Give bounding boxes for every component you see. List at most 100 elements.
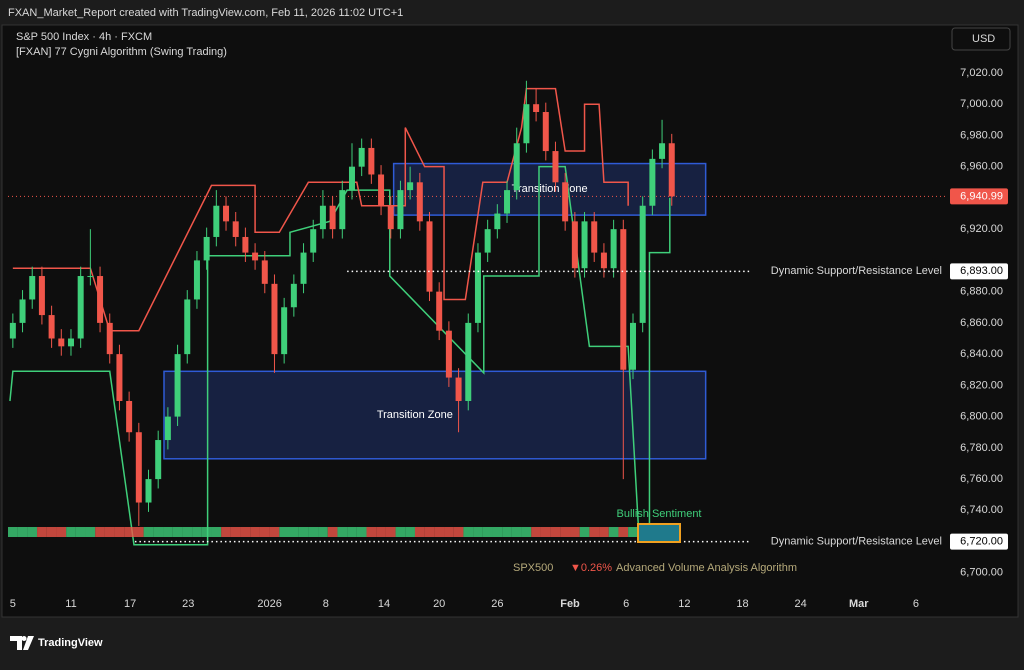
candle-body	[378, 174, 385, 206]
sentiment-strip-segment	[395, 527, 406, 537]
candle-body	[610, 229, 617, 269]
sentiment-strip-segment	[221, 527, 231, 537]
y-tick-label: 6,800.00	[960, 411, 1003, 423]
sentiment-strip-segment	[434, 527, 445, 537]
x-tick-label: 11	[65, 598, 76, 610]
candle-body	[48, 315, 55, 339]
candle-body	[639, 205, 646, 323]
sentiment-strip-segment	[8, 527, 18, 537]
x-tick-label: 18	[736, 598, 748, 610]
candle-body	[484, 229, 491, 253]
candle-body	[174, 354, 181, 417]
y-tick-label: 6,860.00	[960, 317, 1003, 329]
x-tick-label: 2026	[257, 598, 281, 610]
x-tick-label: 12	[678, 598, 690, 610]
candle-body	[348, 166, 355, 191]
candle-body	[387, 205, 394, 230]
y-tick-label: 6,700.00	[960, 567, 1003, 579]
currency-button[interactable]	[951, 27, 1011, 51]
sentiment-strip-segment	[521, 527, 532, 537]
sentiment-strip-segment	[269, 527, 280, 537]
sentiment-strip-segment	[308, 527, 319, 537]
price-label-box	[950, 263, 1008, 280]
candle-body	[552, 151, 559, 183]
symbol: S&P 500 Index · 4h · FXCM	[16, 31, 152, 43]
candle-body	[397, 190, 404, 230]
sentiment-strip-segment	[579, 527, 590, 537]
sentiment-strip-segment	[356, 527, 367, 537]
y-tick-label: 6,980.00	[960, 129, 1003, 141]
y-tick-label: 6,740.00	[960, 504, 1003, 516]
sentiment-strip-segment	[463, 527, 474, 537]
currency[interactable]: USD	[972, 33, 995, 45]
sentiment-strip-segment	[211, 527, 222, 537]
sentiment-strip-segment	[182, 527, 193, 537]
candle-body	[290, 283, 297, 308]
sentiment-strip-segment	[259, 527, 270, 537]
sentiment-strip-segment	[172, 527, 183, 537]
transition-zone	[163, 370, 707, 460]
sentiment-strip-segment	[327, 527, 338, 537]
candle-body	[38, 276, 45, 316]
sentiment-box	[637, 523, 681, 543]
sentiment-strip-segment	[531, 527, 541, 537]
candle-body	[164, 416, 171, 441]
x-tick-label: 26	[491, 598, 503, 610]
sentiment-strip-segment	[347, 527, 357, 537]
sentiment-strip-segment	[240, 527, 251, 537]
candle-body	[445, 330, 452, 378]
sentiment-strip-segment	[201, 527, 212, 537]
candle-body	[426, 221, 433, 292]
sentiment-strip-segment	[143, 527, 154, 537]
candle-body	[126, 400, 133, 433]
sentiment-strip-segment	[56, 527, 67, 537]
credit: FXAN_Market_Report created with TradingV…	[8, 7, 403, 19]
candle-body	[562, 182, 569, 222]
candle-body	[581, 221, 588, 269]
candle-body	[281, 307, 288, 355]
candle-body	[533, 104, 540, 113]
sentiment-strip-segment	[385, 527, 396, 537]
sentiment-strip-segment	[424, 527, 435, 537]
x-tick-label: 6	[623, 598, 629, 610]
sentiment-strip-segment	[608, 527, 619, 537]
candle-body	[436, 291, 443, 331]
candle-body	[329, 205, 336, 230]
candle-body	[513, 143, 520, 191]
y-tick-label: 6,840.00	[960, 348, 1003, 360]
last-price-box	[950, 188, 1008, 205]
candle-body	[649, 158, 656, 206]
y-tick-label: 6,760.00	[960, 473, 1003, 485]
candle-body	[106, 322, 113, 355]
y-tick-label: 6,920.00	[960, 223, 1003, 235]
x-tick-label: 24	[794, 598, 806, 610]
sentiment-strip-segment	[405, 527, 415, 537]
sentiment-strip-segment	[560, 527, 571, 537]
candle-body	[659, 143, 666, 159]
candle-body	[339, 190, 346, 230]
x-tick-label: 8	[323, 598, 329, 610]
sentiment-strip-segment	[192, 527, 202, 537]
sentiment-strip-segment	[133, 527, 144, 537]
sentiment-strip-segment	[163, 527, 173, 537]
candle-body	[368, 147, 375, 175]
level-text: Dynamic Support/Resistance Level	[771, 265, 942, 277]
candle-body	[116, 354, 123, 401]
sentiment-strip-segment	[502, 527, 512, 537]
ticker: SPX500	[513, 562, 553, 574]
candle-body	[223, 205, 230, 222]
candle-body	[193, 260, 200, 300]
sentiment-strip-segment	[473, 527, 483, 537]
candle-body	[523, 104, 530, 144]
sentiment-strip-segment	[599, 527, 609, 537]
y-tick-label: 6,960.00	[960, 161, 1003, 173]
candle-body	[358, 147, 365, 167]
candle-body	[67, 338, 74, 347]
sentiment-label: Bullish Sentiment	[617, 508, 702, 520]
logo-text: TradingView	[38, 637, 103, 649]
sentiment-strip-segment	[414, 527, 425, 537]
candle-body	[58, 338, 65, 347]
candle-body	[474, 252, 481, 323]
candle-body	[213, 205, 220, 237]
candle-body	[494, 213, 501, 230]
